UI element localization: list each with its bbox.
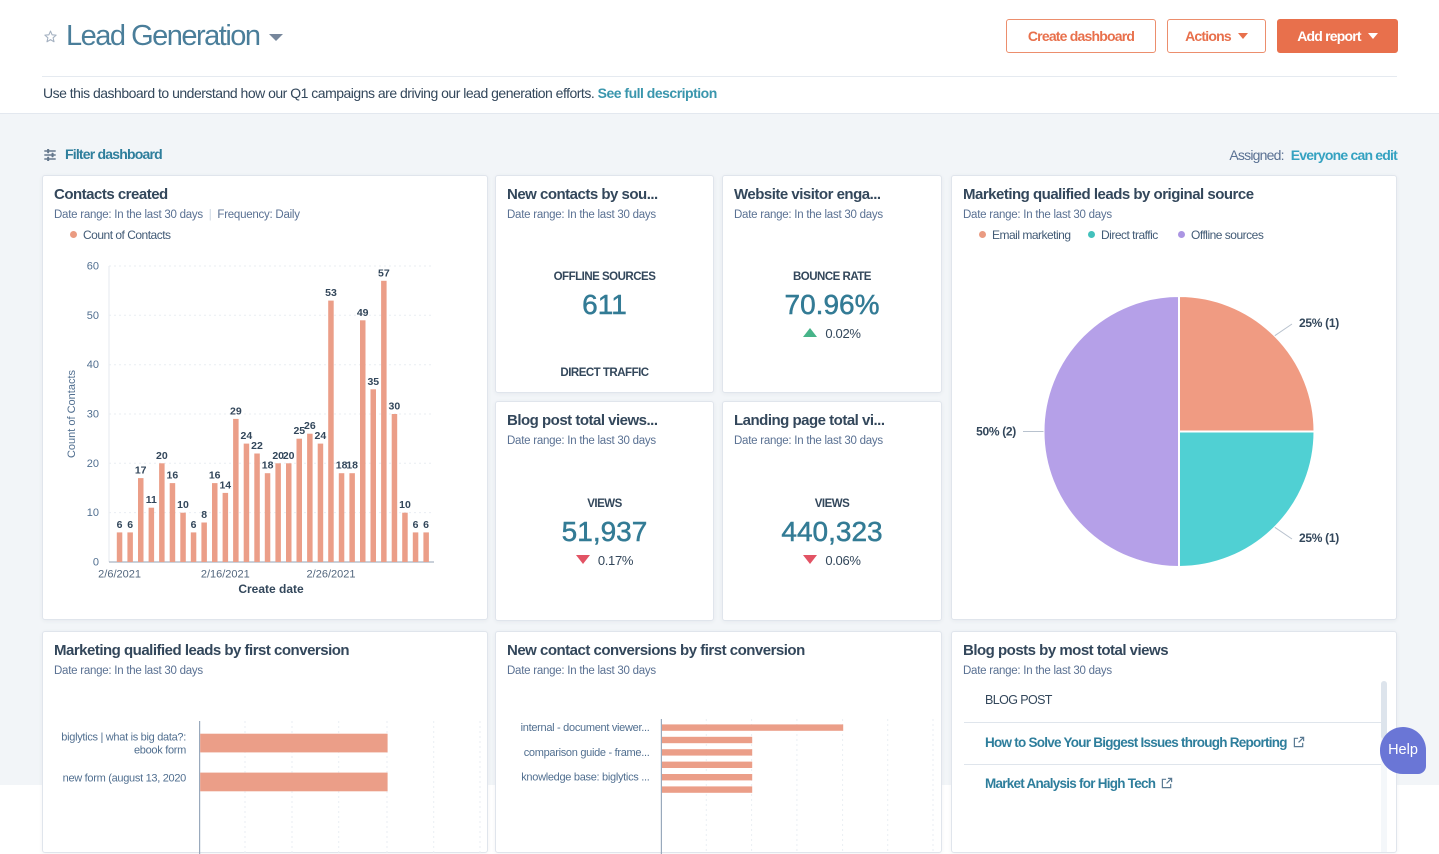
svg-text:57: 57 [378,267,390,279]
svg-text:6: 6 [191,519,197,531]
svg-text:10: 10 [87,507,99,519]
svg-text:knowledge base: biglytics ...: knowledge base: biglytics ... [521,772,650,784]
svg-text:24: 24 [315,430,327,442]
svg-text:10: 10 [177,499,189,511]
svg-text:24: 24 [241,430,253,442]
svg-text:8: 8 [201,509,207,521]
svg-text:2/16/2021: 2/16/2021 [201,569,250,581]
svg-text:26: 26 [304,420,316,432]
svg-text:11: 11 [146,494,157,506]
svg-text:20: 20 [87,458,99,470]
svg-text:6: 6 [423,519,429,531]
svg-text:comparison guide - frame...: comparison guide - frame... [524,747,650,759]
svg-text:internal - document viewer...: internal - document viewer... [521,722,650,734]
svg-text:18: 18 [336,460,348,472]
svg-text:25% (1): 25% (1) [1299,531,1339,545]
svg-text:17: 17 [135,465,147,477]
svg-text:29: 29 [230,405,242,417]
svg-text:16: 16 [167,470,179,482]
svg-text:20: 20 [272,450,284,462]
svg-text:14: 14 [219,479,231,491]
svg-text:40: 40 [87,359,99,371]
svg-text:53: 53 [325,287,337,299]
svg-text:25% (1): 25% (1) [1299,316,1339,330]
svg-text:60: 60 [87,261,99,273]
svg-text:16: 16 [209,470,221,482]
svg-text:50% (2): 50% (2) [976,425,1016,439]
svg-text:6: 6 [117,519,123,531]
svg-text:0: 0 [93,557,99,569]
svg-text:10: 10 [399,499,411,511]
svg-text:6: 6 [413,519,419,531]
svg-text:2/26/2021: 2/26/2021 [307,569,356,581]
svg-text:30: 30 [87,409,99,421]
svg-text:18: 18 [346,460,358,472]
svg-text:20: 20 [156,450,168,462]
svg-text:biglytics | what is big data?:: biglytics | what is big data?: [61,732,186,744]
svg-text:50: 50 [87,310,99,322]
svg-text:ebook form: ebook form [134,745,186,757]
svg-text:49: 49 [357,307,369,319]
svg-text:30: 30 [389,401,401,413]
svg-text:25: 25 [293,425,305,437]
svg-text:22: 22 [251,440,263,452]
svg-text:20: 20 [283,450,295,462]
svg-text:35: 35 [367,376,379,388]
svg-text:Create date: Create date [238,582,304,596]
svg-text:Count of Contacts: Count of Contacts [66,369,78,458]
svg-text:new form (august 13, 2020: new form (august 13, 2020 [63,773,187,785]
svg-text:2/6/2021: 2/6/2021 [98,569,141,581]
svg-text:6: 6 [127,519,133,531]
svg-text:18: 18 [262,460,274,472]
